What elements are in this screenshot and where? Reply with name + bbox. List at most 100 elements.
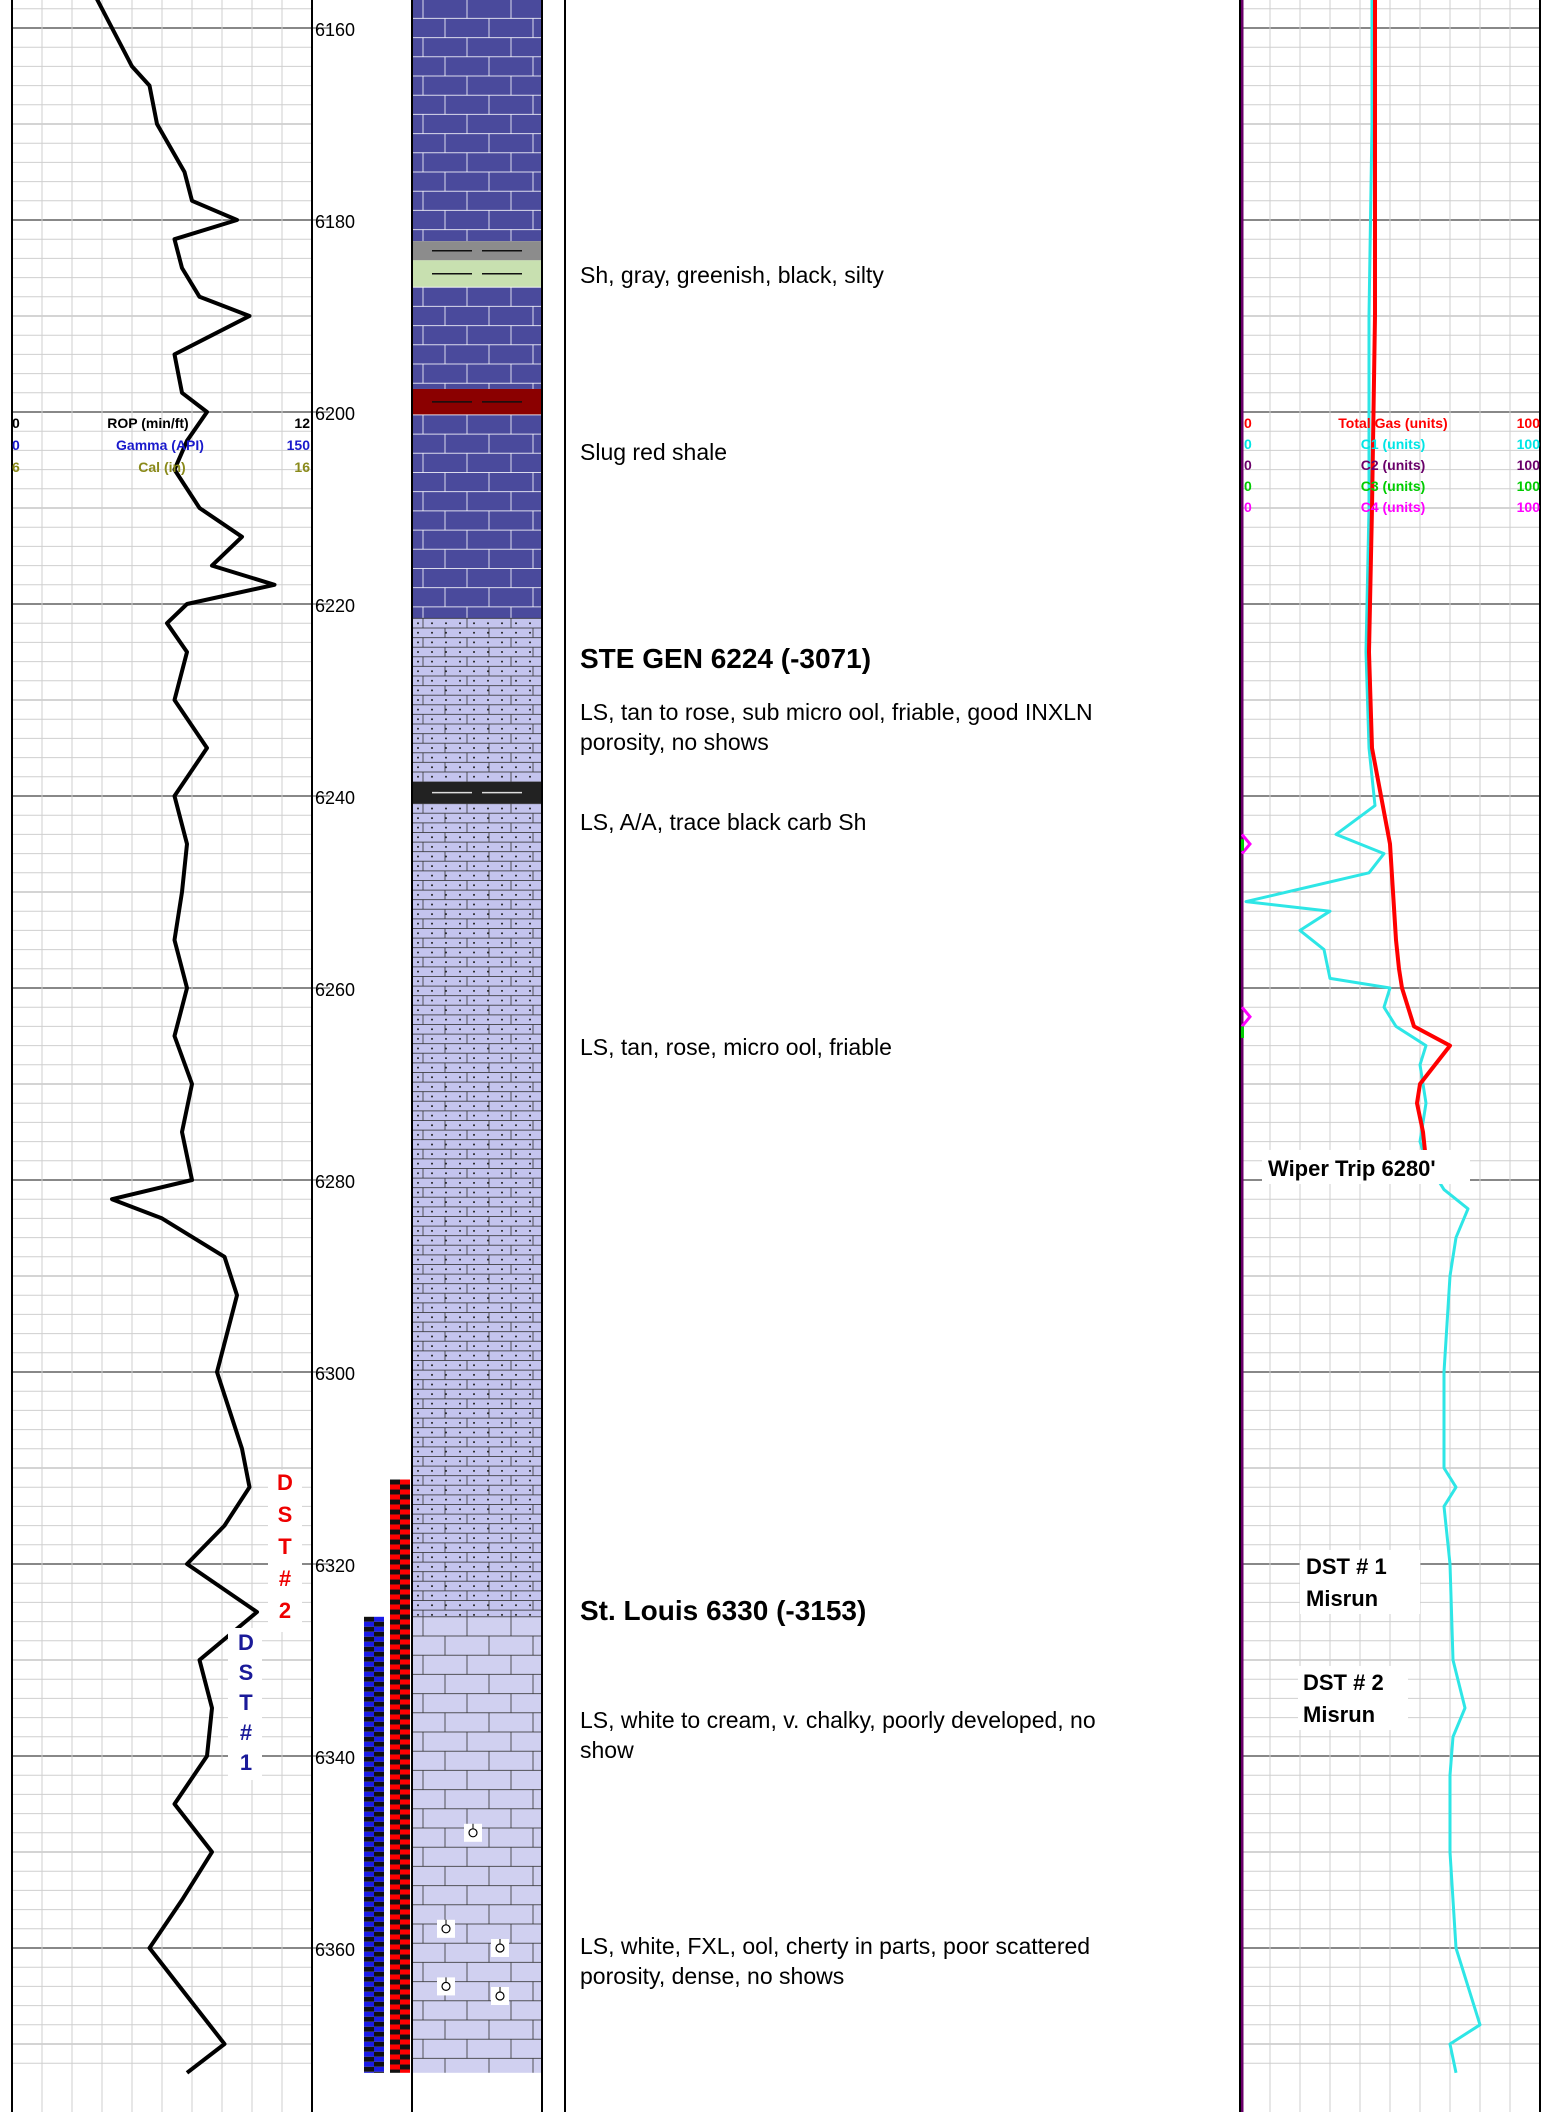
dst-interval bbox=[374, 1931, 384, 1937]
dst-interval bbox=[364, 1736, 374, 1742]
lithology-pattern bbox=[445, 1335, 447, 1338]
dst-interval bbox=[374, 2016, 384, 2022]
lithology-pattern bbox=[431, 1508, 433, 1511]
lithology-pattern bbox=[529, 1431, 531, 1434]
lithology-pattern bbox=[529, 1325, 531, 1328]
dst-interval bbox=[390, 1839, 400, 1845]
c4-scale-max: 100 bbox=[1517, 499, 1541, 515]
lithology-pattern bbox=[487, 826, 489, 829]
lithology-pattern bbox=[445, 1018, 447, 1021]
lithology-pattern bbox=[473, 1450, 475, 1453]
lithology-pattern bbox=[417, 961, 419, 964]
lithology-pattern bbox=[417, 1537, 419, 1540]
dst-interval bbox=[364, 2001, 374, 2007]
dst-interval bbox=[374, 2066, 384, 2072]
lithology-pattern bbox=[487, 651, 489, 653]
dst-interval bbox=[374, 2026, 384, 2032]
lithology-pattern bbox=[431, 807, 433, 810]
lithology-pattern bbox=[529, 1268, 531, 1271]
lithology-pattern bbox=[473, 932, 475, 935]
lithology-pattern bbox=[515, 1018, 517, 1021]
lithology-pattern bbox=[417, 1402, 419, 1405]
lithology-pattern bbox=[417, 1210, 419, 1213]
dst-interval bbox=[390, 1534, 400, 1540]
lithology-pattern bbox=[487, 1383, 489, 1386]
lithology-pattern bbox=[417, 1172, 419, 1175]
dst-interval bbox=[390, 1819, 400, 1825]
dst-interval bbox=[390, 1709, 400, 1715]
dst-interval bbox=[400, 2059, 410, 2065]
lithology-pattern bbox=[501, 1124, 503, 1127]
lithology-pattern bbox=[501, 1517, 503, 1520]
dst-interval bbox=[390, 1874, 400, 1880]
lithology-pattern bbox=[487, 1450, 489, 1453]
lithology-pattern bbox=[515, 903, 517, 906]
lithology-pattern bbox=[417, 845, 419, 848]
lithology-pattern bbox=[501, 1537, 503, 1540]
lithology-pattern bbox=[445, 689, 447, 692]
lithology-pattern bbox=[431, 941, 433, 944]
dst1-letter: T bbox=[239, 1690, 253, 1715]
lithology-pattern bbox=[473, 1153, 475, 1156]
dst-interval bbox=[374, 1966, 384, 1972]
dst-interval bbox=[400, 2049, 410, 2055]
lithology-pattern bbox=[417, 1565, 419, 1568]
lithology-pattern bbox=[459, 1316, 461, 1319]
c3-scale-min: 0 bbox=[1244, 478, 1252, 494]
lithology-pattern bbox=[501, 989, 503, 992]
dst-interval bbox=[390, 1504, 400, 1510]
dst-interval bbox=[400, 1919, 410, 1925]
dst-interval bbox=[400, 1879, 410, 1885]
lithology-pattern bbox=[431, 1105, 433, 1108]
lithology-pattern bbox=[459, 836, 461, 839]
dst-interval bbox=[364, 1661, 374, 1667]
lithology-pattern bbox=[459, 1085, 461, 1088]
dst-interval bbox=[400, 1759, 410, 1765]
lithology-pattern bbox=[417, 1421, 419, 1424]
lithology-pattern bbox=[529, 1316, 531, 1319]
dst-interval bbox=[390, 1849, 400, 1855]
lithology-pattern bbox=[501, 980, 503, 983]
lithology-pattern bbox=[459, 622, 461, 625]
dst-interval bbox=[374, 1726, 384, 1732]
lithology-pattern bbox=[487, 1527, 489, 1530]
lithology-pattern bbox=[431, 1220, 433, 1223]
lithology-pattern bbox=[445, 1249, 447, 1252]
dst-interval bbox=[400, 1669, 410, 1675]
lithology-pattern bbox=[459, 855, 461, 858]
lithology-pattern bbox=[501, 1508, 503, 1511]
lithology-pattern bbox=[431, 1527, 433, 1530]
gamma-scale-min: 0 bbox=[12, 437, 20, 453]
lithology-pattern bbox=[529, 1306, 531, 1309]
dst-interval bbox=[364, 1626, 374, 1632]
dst-interval bbox=[374, 1706, 384, 1712]
lithology-pattern bbox=[459, 1181, 461, 1184]
dst-interval bbox=[364, 1711, 374, 1717]
dst-interval bbox=[400, 1784, 410, 1790]
lithology-pattern bbox=[459, 1412, 461, 1415]
lithology-pattern bbox=[487, 961, 489, 964]
lithology-pattern bbox=[487, 941, 489, 944]
lithology-pattern bbox=[515, 1028, 517, 1031]
lithology-pattern bbox=[459, 1210, 461, 1213]
dst-interval bbox=[374, 1896, 384, 1902]
lithology-pattern bbox=[445, 747, 447, 749]
dst-interval bbox=[400, 1589, 410, 1595]
lithology-pattern bbox=[431, 1431, 433, 1434]
lithology-pattern bbox=[529, 1143, 531, 1146]
lithology-pattern bbox=[431, 1037, 433, 1040]
dst-interval bbox=[400, 1659, 410, 1665]
lithology-pattern bbox=[445, 941, 447, 944]
lithology-pattern bbox=[515, 855, 517, 858]
total-gas-scale-label: Total Gas (units) bbox=[1338, 415, 1447, 431]
chert-symbol bbox=[437, 1919, 455, 1938]
lithology-pattern bbox=[515, 970, 517, 973]
lithology-pattern bbox=[529, 951, 531, 954]
lithology-pattern bbox=[515, 817, 517, 820]
lithology-pattern bbox=[417, 1047, 419, 1050]
depth-label: 6300 bbox=[315, 1364, 355, 1384]
dst-interval bbox=[374, 1986, 384, 1992]
dst-interval bbox=[374, 1821, 384, 1827]
dst-interval bbox=[400, 1569, 410, 1575]
dst-interval bbox=[374, 2036, 384, 2042]
